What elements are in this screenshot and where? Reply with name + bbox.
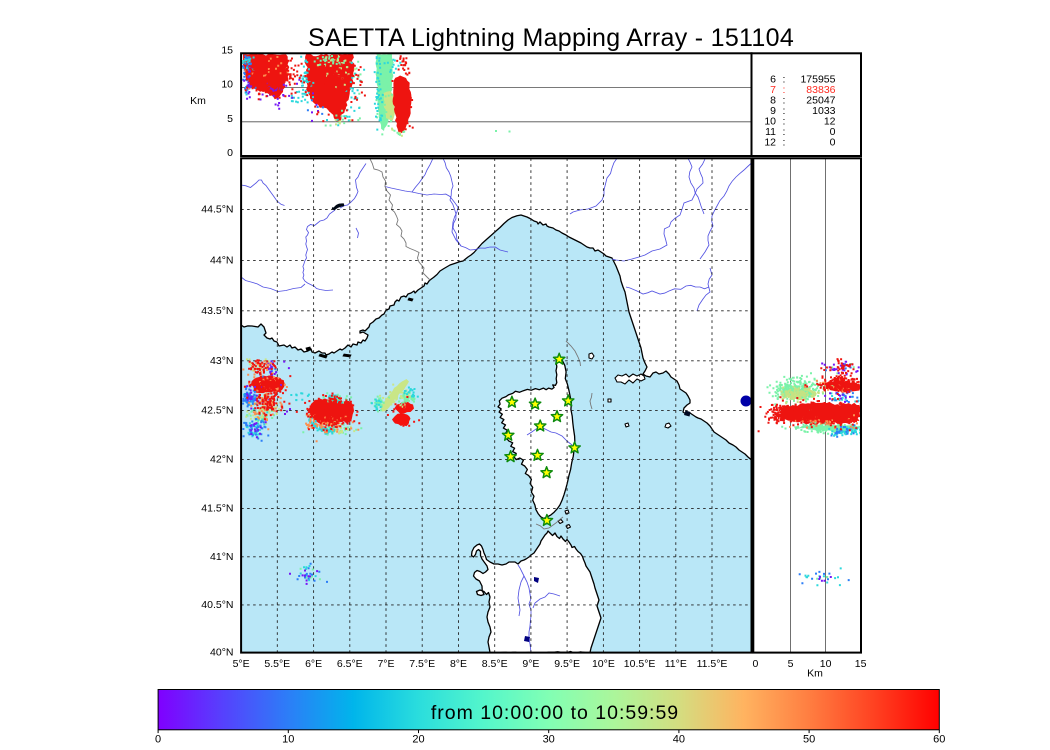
svg-text:175955: 175955 bbox=[800, 73, 835, 85]
svg-text:41.5°N: 41.5°N bbox=[201, 502, 233, 514]
svg-text:40.5°N: 40.5°N bbox=[201, 599, 233, 611]
svg-text:6.5°E: 6.5°E bbox=[337, 658, 363, 670]
svg-text:41°N: 41°N bbox=[210, 551, 233, 563]
svg-text:8: 8 bbox=[770, 95, 776, 107]
svg-text:5: 5 bbox=[227, 113, 233, 125]
svg-text:44°N: 44°N bbox=[210, 254, 233, 266]
svg-text::: : bbox=[783, 84, 786, 96]
svg-text:0: 0 bbox=[752, 658, 758, 670]
svg-text:10: 10 bbox=[764, 116, 776, 128]
svg-text:6: 6 bbox=[770, 73, 776, 85]
svg-text:10.5°E: 10.5°E bbox=[624, 658, 656, 670]
svg-text:Km: Km bbox=[807, 668, 823, 680]
svg-text:43°N: 43°N bbox=[210, 355, 233, 367]
svg-text:0: 0 bbox=[830, 137, 836, 149]
svg-text:7: 7 bbox=[770, 84, 776, 96]
svg-text:7°E: 7°E bbox=[377, 658, 394, 670]
svg-text:9.5°E: 9.5°E bbox=[554, 658, 580, 670]
svg-text:from 10:00:00 to 10:59:59: from 10:00:00 to 10:59:59 bbox=[431, 702, 679, 724]
svg-text:10: 10 bbox=[820, 658, 832, 670]
svg-text:10°E: 10°E bbox=[592, 658, 615, 670]
svg-text:0: 0 bbox=[155, 734, 161, 746]
svg-text:25047: 25047 bbox=[806, 95, 835, 107]
svg-text:5.5°E: 5.5°E bbox=[264, 658, 290, 670]
svg-text:0: 0 bbox=[227, 147, 233, 159]
svg-text:40: 40 bbox=[673, 734, 685, 746]
svg-text:8.5°E: 8.5°E bbox=[482, 658, 508, 670]
svg-text:10: 10 bbox=[221, 79, 233, 91]
svg-text:1033: 1033 bbox=[812, 105, 836, 117]
svg-text:11.5°E: 11.5°E bbox=[697, 658, 728, 670]
svg-text::: : bbox=[783, 116, 786, 128]
svg-text:83836: 83836 bbox=[806, 84, 835, 96]
svg-text::: : bbox=[783, 126, 786, 138]
svg-text:50: 50 bbox=[803, 734, 815, 746]
svg-text:5: 5 bbox=[788, 658, 794, 670]
svg-text:Km: Km bbox=[190, 95, 206, 107]
svg-text:10: 10 bbox=[282, 734, 294, 746]
svg-text::: : bbox=[783, 95, 786, 107]
svg-text::: : bbox=[783, 137, 786, 149]
svg-text:44.5°N: 44.5°N bbox=[201, 204, 233, 216]
svg-text:6°E: 6°E bbox=[305, 658, 322, 670]
svg-text:8°E: 8°E bbox=[450, 658, 467, 670]
svg-text::: : bbox=[783, 73, 786, 85]
svg-text:42.5°N: 42.5°N bbox=[201, 404, 233, 416]
svg-text:0: 0 bbox=[830, 126, 836, 138]
svg-text:15: 15 bbox=[855, 658, 867, 670]
svg-text:60: 60 bbox=[933, 734, 945, 746]
svg-text:30: 30 bbox=[543, 734, 555, 746]
svg-text:42°N: 42°N bbox=[210, 454, 233, 466]
svg-text:15: 15 bbox=[221, 44, 233, 56]
svg-text:9°E: 9°E bbox=[522, 658, 539, 670]
svg-text:7.5°E: 7.5°E bbox=[409, 658, 435, 670]
svg-text:12: 12 bbox=[824, 116, 836, 128]
svg-text:5°E: 5°E bbox=[233, 658, 250, 670]
svg-text:SAETTA Lightning Mapping Array: SAETTA Lightning Mapping Array - 151104 bbox=[308, 24, 794, 52]
svg-text:12: 12 bbox=[764, 137, 776, 149]
svg-text:9: 9 bbox=[770, 105, 776, 117]
svg-text:20: 20 bbox=[412, 734, 424, 746]
svg-text:11°E: 11°E bbox=[665, 658, 687, 670]
svg-text:40°N: 40°N bbox=[210, 647, 233, 659]
svg-text:11: 11 bbox=[765, 126, 776, 138]
svg-text:43.5°N: 43.5°N bbox=[201, 305, 233, 317]
svg-text::: : bbox=[783, 105, 786, 117]
